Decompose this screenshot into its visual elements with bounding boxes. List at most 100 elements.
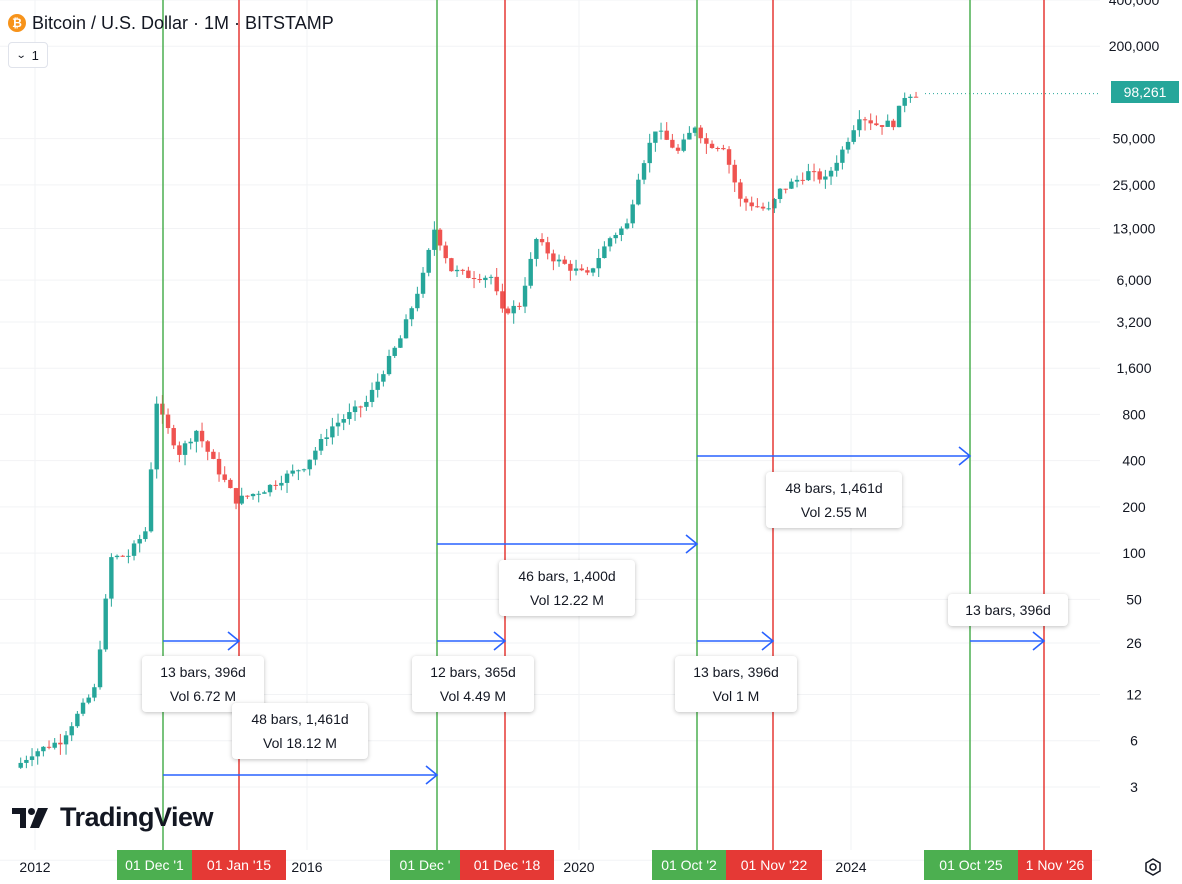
candle-body [534,239,539,259]
last-price-tag: 98,261 [1111,81,1179,103]
candle-body [675,147,681,151]
measure-label[interactable]: 13 bars, 396d Vol 6.72 M [142,656,264,712]
bitcoin-icon: ₿ [8,14,26,32]
candle-body [120,555,125,557]
measure-arrowhead [761,631,775,651]
candle-body [908,96,913,98]
candle-body [732,164,737,183]
candle-body [619,228,624,235]
candle-body [687,132,692,140]
candle-body [460,269,465,271]
candle-body [505,308,511,314]
candle-body [250,493,256,497]
candle-body [483,277,488,281]
candle-body [692,127,698,133]
time-axis-marker-label: 1 Nov '26 [1018,850,1092,880]
candle-body [539,239,545,243]
candle-body [755,206,760,208]
candle-body [262,492,267,494]
candle-body [233,488,239,504]
candle-body [375,381,380,390]
candle-body [488,276,494,278]
candle-body [794,179,800,182]
measure-label[interactable]: 13 bars, 396d Vol 1 M [675,656,797,712]
candle-body [777,188,783,200]
candle-body [845,141,851,150]
measure-label[interactable]: 13 bars, 396d [948,594,1068,626]
candle-body [556,259,562,262]
candle-body [443,245,448,259]
candle-body [902,97,907,106]
time-axis-marker-label: 01 Nov '22 [726,850,822,880]
candle-body [284,473,290,483]
candle-body [267,484,273,493]
candle-body [851,130,856,142]
candle-body [352,406,358,413]
candle-body [630,204,635,224]
candle-body [205,441,210,452]
candle-body [868,120,873,124]
measure-label[interactable]: 46 bars, 1,400d Vol 12.22 M [499,560,635,616]
price-axis-label: 3,200 [1116,314,1151,330]
symbol-title[interactable]: Bitcoin / U.S. Dollar · 1M · BITSTAMP [32,12,334,33]
candle-body [318,439,324,451]
candle-body [664,130,669,140]
measure-line-2: Vol 4.49 M [439,688,507,704]
price-axis-label: 400 [1122,453,1146,469]
price-axis-label: 12 [1126,687,1142,703]
indicators-toggle-button[interactable]: ⌄ 1 [8,42,48,68]
price-axis-label: 3 [1130,779,1138,795]
candle-body [709,143,715,149]
candle-body [137,539,142,544]
candle-body [789,181,794,189]
candle-body [726,149,732,165]
candle-body [528,258,533,286]
candle-body [426,249,431,273]
candle-body [182,443,188,455]
candle-body [290,470,295,474]
candle-body [579,268,584,271]
measure-line-2: Vol 18.12 M [263,735,337,751]
candle-body [471,277,477,280]
candle-body [511,305,516,314]
measure-label[interactable]: 48 bars, 1,461d Vol 18.12 M [232,703,368,759]
candle-body [760,206,766,209]
measure-line-2: Vol 1 M [712,688,760,704]
tradingview-logo-icon [12,807,48,828]
candle-body [585,270,590,273]
candle-body [885,120,890,127]
candle-body [913,96,919,98]
candle-body [811,171,817,173]
candle-body [607,238,613,247]
candle-body [307,459,312,470]
candle-body [545,242,550,254]
tradingview-wordmark: TradingView [60,802,214,832]
candle-body [874,123,879,126]
chart-settings-button[interactable] [1142,856,1164,878]
candle-body [653,131,658,143]
candle-body [109,557,114,599]
measure-arrowhead [493,631,507,651]
candle-body [35,751,40,757]
candle-body [647,142,652,164]
candle-body [347,412,352,420]
candle-body [432,229,437,250]
candle-body [301,469,307,471]
candle-body [358,406,363,408]
candle-body [568,263,573,271]
candle-body [154,403,159,470]
measure-arrowhead [1032,631,1046,651]
measure-line-1: 12 bars, 365d [430,664,516,680]
measure-label[interactable]: 48 bars, 1,461d Vol 2.55 M [766,472,902,528]
candle-body [103,598,108,650]
measure-label[interactable]: 12 bars, 365d Vol 4.49 M [412,656,534,712]
candle-body [273,484,278,486]
time-axis-label: 2016 [291,859,322,875]
candle-body [715,148,720,150]
time-axis-marker-label: 01 Dec ' [390,850,460,880]
candle-body [823,176,828,180]
candle-body [29,756,35,760]
price-axis-label: 1,600 [1116,360,1151,376]
